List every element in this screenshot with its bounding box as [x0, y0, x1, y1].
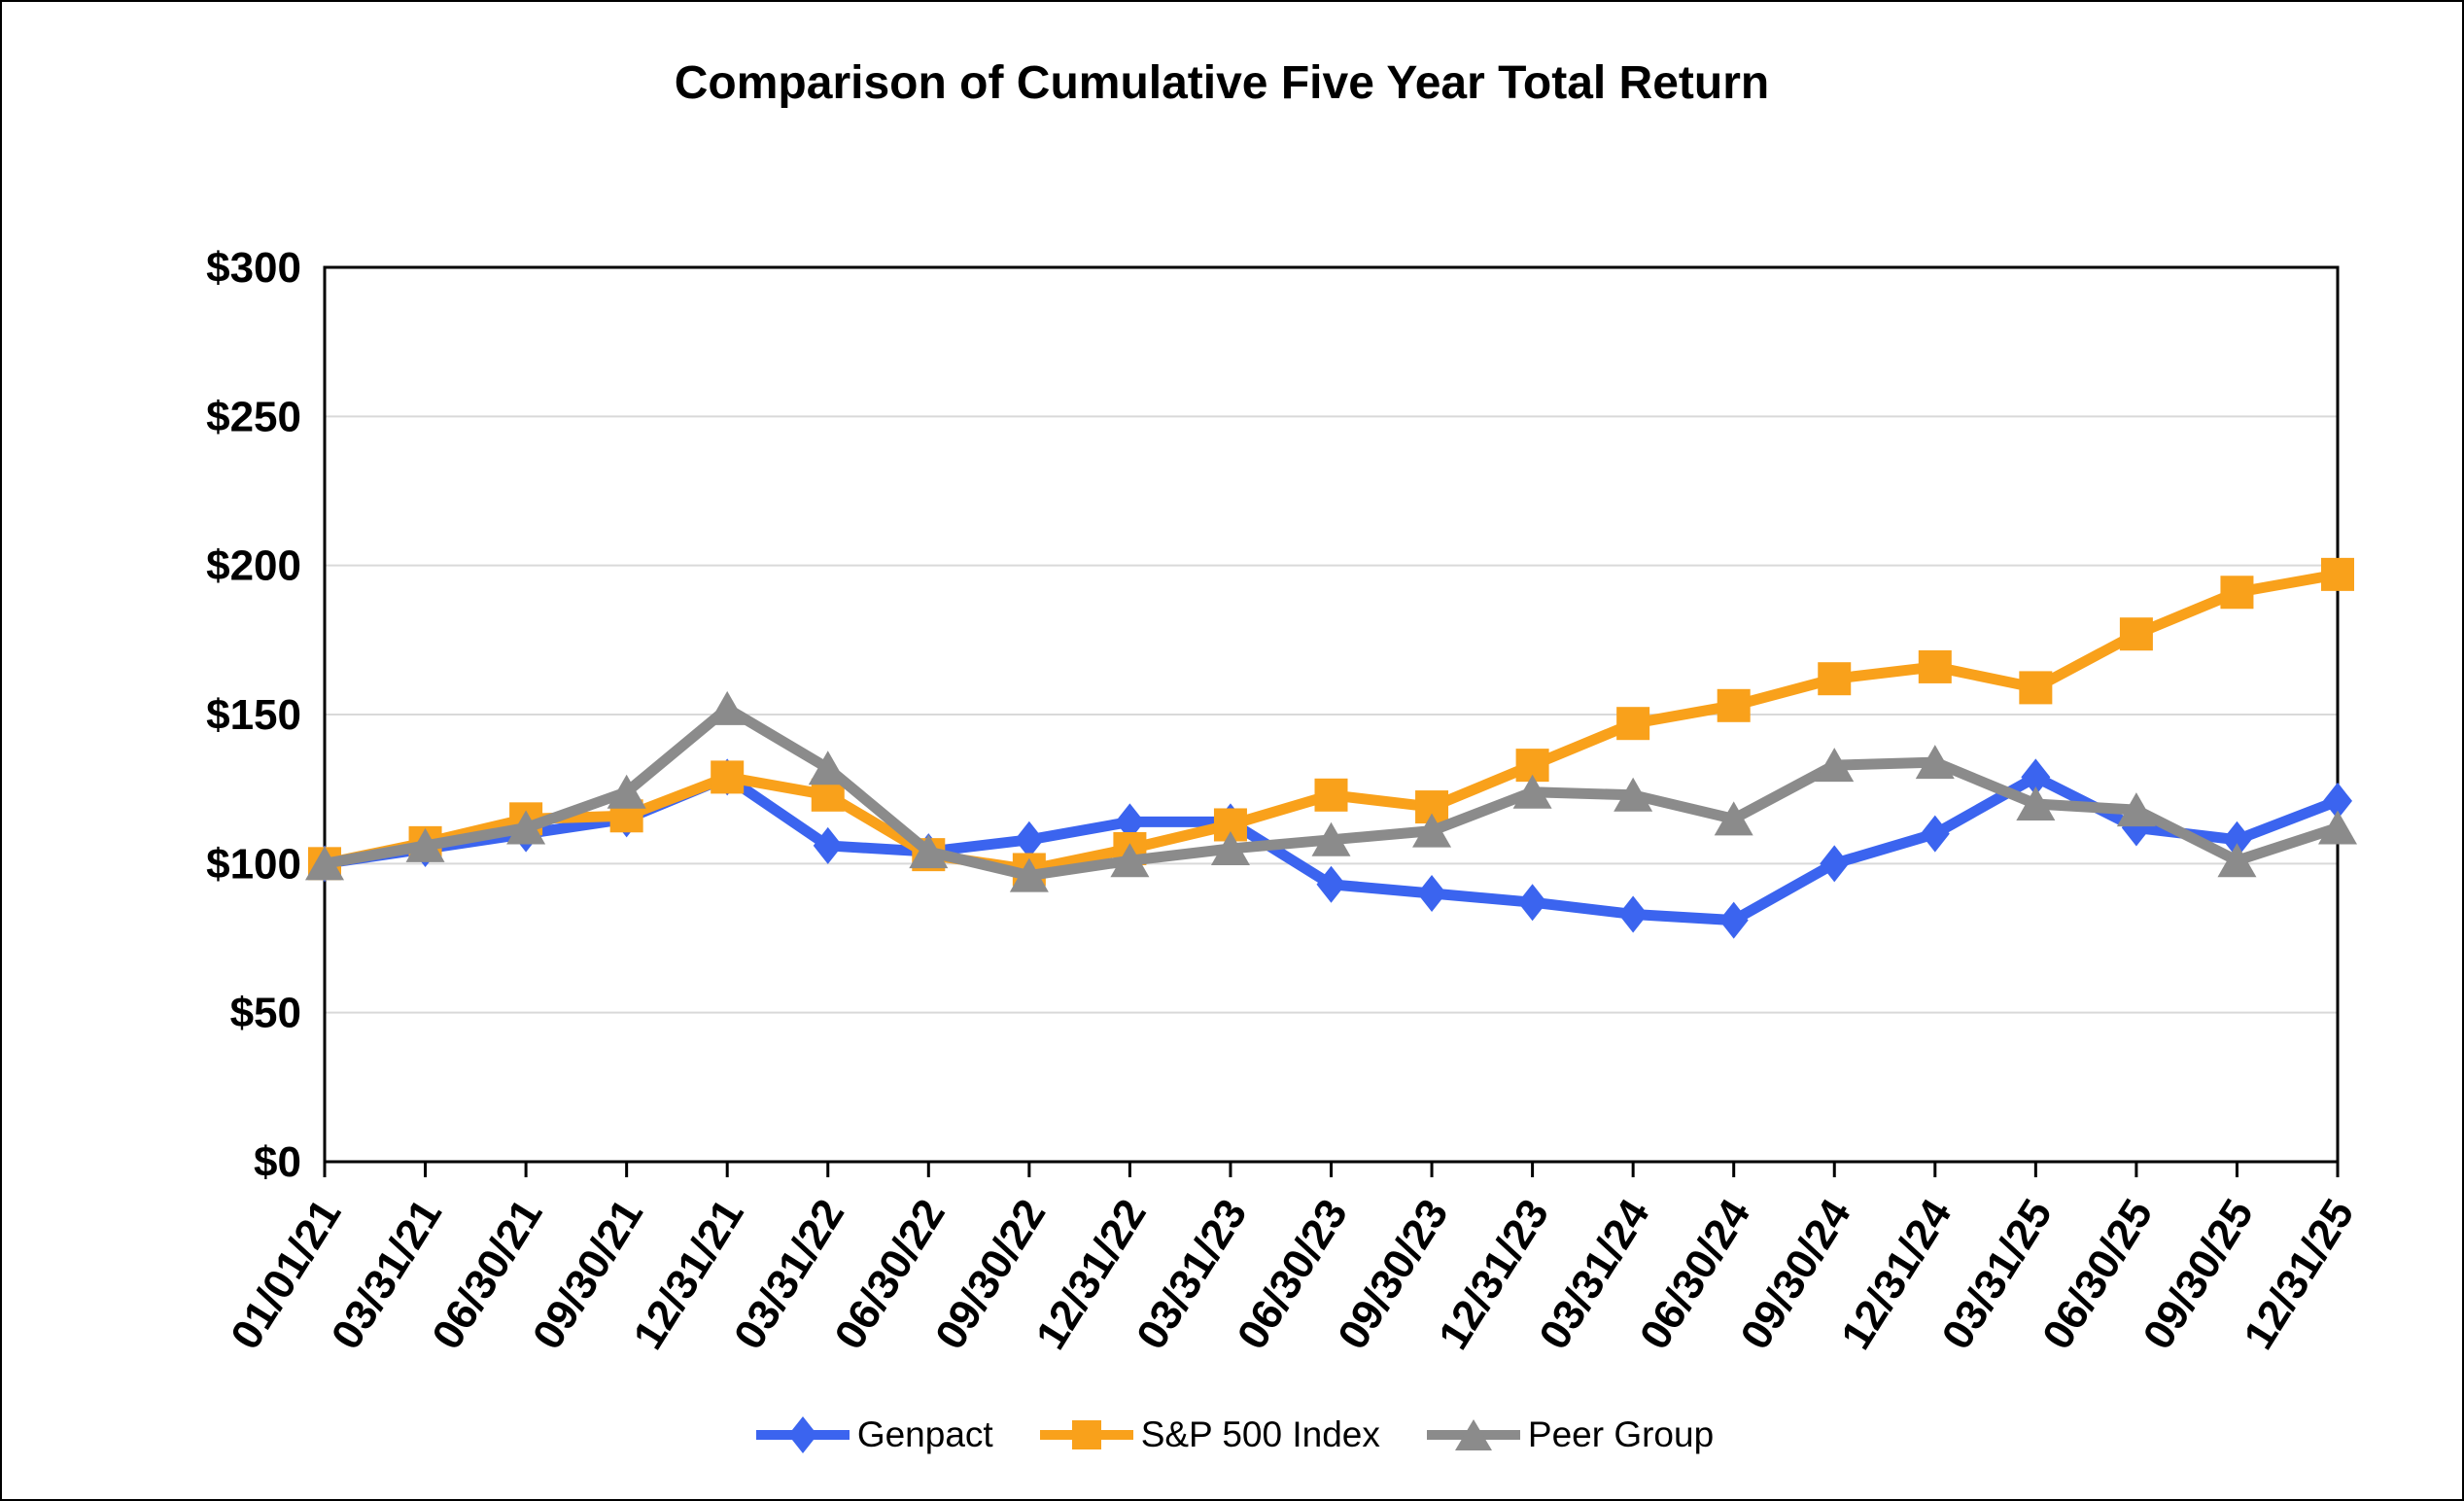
chart-title: Comparison of Cumulative Five Year Total… — [674, 57, 1770, 109]
chart-legend: Genpact S&P 500 Index Peer Group — [2, 1414, 2462, 1456]
data-point-peer-group — [305, 846, 344, 881]
data-point-peer-group — [2116, 792, 2156, 827]
data-point-s-p-500-index — [711, 760, 745, 794]
data-point-s-p-500-index — [1818, 662, 1852, 696]
data-point-peer-group — [2217, 843, 2257, 878]
legend-item-peer-group: Peer Group — [1425, 1414, 1714, 1456]
data-point-peer-group — [1412, 813, 1452, 848]
y-axis-label: $100 — [206, 840, 301, 888]
data-point-peer-group — [607, 774, 646, 809]
data-point-peer-group — [808, 750, 848, 785]
y-axis-label: $250 — [206, 393, 301, 440]
data-point-peer-group — [1210, 831, 1250, 865]
data-point-s-p-500-index — [1314, 778, 1348, 812]
data-point-genpact — [1014, 820, 1044, 858]
square-icon — [1039, 1420, 1133, 1449]
diamond-icon — [755, 1416, 850, 1453]
data-point-s-p-500-index — [1616, 707, 1650, 741]
y-axis-label: $150 — [206, 691, 301, 739]
data-point-genpact — [1316, 865, 1346, 903]
data-point-s-p-500-index — [2119, 617, 2153, 651]
data-point-s-p-500-index — [1918, 649, 1952, 683]
data-point-peer-group — [1915, 745, 1955, 780]
triangle-icon — [1426, 1419, 1520, 1450]
data-point-peer-group — [405, 827, 445, 862]
y-axis-label: $50 — [230, 990, 301, 1037]
data-point-peer-group — [1009, 857, 1049, 892]
data-point-genpact — [2021, 758, 2051, 796]
data-point-peer-group — [1815, 748, 1855, 783]
y-axis-label: $0 — [254, 1138, 301, 1186]
data-point-genpact — [1820, 845, 1850, 883]
data-point-genpact — [1920, 815, 1950, 853]
data-point-peer-group — [909, 834, 949, 869]
y-axis-label: $200 — [206, 542, 301, 590]
data-point-genpact — [1517, 884, 1547, 922]
data-point-peer-group — [1512, 774, 1552, 809]
legend-label-genpact: Genpact — [856, 1414, 993, 1454]
data-point-genpact — [1618, 895, 1648, 933]
data-point-genpact — [1718, 901, 1749, 939]
data-point-genpact — [2222, 820, 2252, 858]
y-axis-label: $300 — [206, 244, 301, 292]
legend-item-sp500: S&P 500 Index — [1038, 1414, 1380, 1456]
data-point-genpact — [813, 826, 843, 864]
data-point-s-p-500-index — [2321, 557, 2354, 591]
data-point-genpact — [2323, 782, 2352, 820]
data-point-s-p-500-index — [2019, 671, 2053, 705]
legend-label-peer-group: Peer Group — [1527, 1414, 1715, 1454]
data-point-s-p-500-index — [1717, 688, 1751, 722]
data-point-peer-group — [1614, 777, 1653, 812]
data-point-peer-group — [2318, 810, 2357, 845]
data-point-peer-group — [1110, 843, 1150, 878]
data-point-peer-group — [506, 810, 546, 845]
data-point-peer-group — [2016, 786, 2056, 820]
data-point-peer-group — [1714, 801, 1753, 836]
data-point-s-p-500-index — [2220, 576, 2254, 610]
data-point-genpact — [1417, 875, 1447, 912]
legend-item-genpact: Genpact — [754, 1414, 993, 1456]
legend-label-sp500: S&P 500 Index — [1140, 1414, 1380, 1454]
data-point-peer-group — [1311, 821, 1351, 856]
data-point-peer-group — [708, 690, 747, 725]
data-point-genpact — [1115, 803, 1145, 841]
